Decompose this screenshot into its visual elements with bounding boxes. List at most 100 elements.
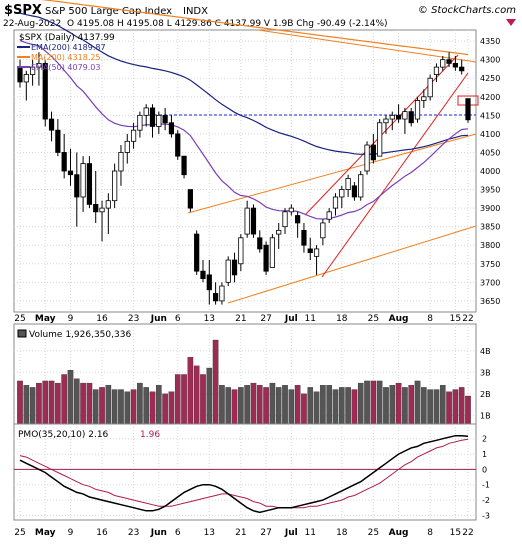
candle-up <box>358 174 364 198</box>
date-tick-label: 27 <box>260 528 271 538</box>
volume-bar <box>168 391 175 425</box>
date-tick-label: 27 <box>260 314 271 324</box>
date-tick-label: 9 <box>68 528 74 538</box>
date-axis-top: 25 May 9 16 23 Jun 6 13 21 27 Jul 11 18 25 Aug 8 15 22 <box>14 314 473 324</box>
volume-bars <box>17 339 471 425</box>
volume-bar <box>376 380 383 425</box>
pmo-tick-label: 0 <box>482 465 487 474</box>
volume-bar <box>351 389 358 425</box>
legend-ma200: MA(200) 4318.25 <box>31 53 101 62</box>
volume-bar <box>187 357 194 425</box>
volume-bar <box>301 393 307 425</box>
volume-bar <box>332 389 339 425</box>
candle-up <box>427 77 433 98</box>
candle-down <box>86 163 93 205</box>
candle-up <box>332 196 339 209</box>
candle-down <box>206 274 212 291</box>
volume-bar <box>250 382 257 425</box>
candle-down <box>42 62 48 120</box>
volume-bar <box>414 380 421 425</box>
date-tick-label: May <box>35 314 56 324</box>
candle-up <box>402 111 408 120</box>
channel-upper <box>187 133 477 214</box>
date-tick-label: 6 <box>175 528 181 538</box>
volume-bar <box>193 365 200 425</box>
candle-down <box>307 248 313 254</box>
price-tick-label: 3700 <box>480 278 500 287</box>
candle-down <box>263 244 269 272</box>
price-title: $SPX (Daily) 4137.99 <box>19 33 115 43</box>
price-legend: $SPX (Daily) 4137.99 EMA(200) 4189.87 MA… <box>17 33 115 72</box>
date-tick-label: 15 <box>450 528 461 538</box>
date-tick-label: 13 <box>204 314 215 324</box>
volume-bar <box>149 391 156 425</box>
candle-up <box>80 163 86 198</box>
volume-bar <box>231 389 238 425</box>
volume-bar <box>111 389 118 425</box>
candle-up <box>389 114 395 120</box>
volume-bar <box>389 385 396 425</box>
candle-down <box>67 170 74 176</box>
candle-down <box>351 185 358 198</box>
volume-bar <box>288 389 295 425</box>
price-tick-label: 3650 <box>480 297 500 306</box>
volume-bar <box>294 385 301 425</box>
candle-down <box>395 114 402 120</box>
volume-bar <box>402 387 408 425</box>
candle-up <box>244 207 250 235</box>
name-label: S&P 500 Large Cap Index <box>45 6 172 17</box>
volume-bar <box>238 387 244 425</box>
date-tick-label: 15 <box>450 314 461 324</box>
candle-down <box>17 66 23 83</box>
candle-down <box>301 229 307 246</box>
candle-up <box>105 200 111 209</box>
volume-bar <box>61 374 67 425</box>
price-tick-label: 4350 <box>480 37 500 46</box>
volume-bar <box>80 382 86 425</box>
volume-bar <box>124 391 131 425</box>
date-tick-label: 18 <box>336 528 348 538</box>
volume-bar <box>458 387 465 425</box>
date-axis-bottom: 25 May 9 16 23 Jun 6 13 21 27 Jul 11 18 25 Aug 8 15 22 <box>14 528 473 538</box>
channel-lower <box>227 225 477 304</box>
volume-bar <box>17 380 23 425</box>
price-tick-label: 4150 <box>480 111 500 120</box>
ema200-line <box>19 12 469 155</box>
volume-tick-label: 3B <box>480 368 491 377</box>
candle-up <box>282 211 288 228</box>
date-tick-label: 11 <box>305 314 316 324</box>
date-tick-label: 6 <box>175 314 181 324</box>
candle-down <box>459 66 465 72</box>
pmo-line <box>19 434 469 514</box>
pmo-tick-label: -2 <box>482 496 490 505</box>
date-tick-label: Aug <box>389 528 409 538</box>
candle-up <box>118 152 124 172</box>
candle-down <box>74 174 80 198</box>
candle-down <box>175 133 181 157</box>
volume-bar <box>130 389 137 425</box>
volume-bar <box>408 385 415 425</box>
candle-down <box>162 114 168 124</box>
date-tick-label: Jun <box>150 528 167 538</box>
date-tick-label: 21 <box>235 314 246 324</box>
candle-down <box>61 152 67 172</box>
candle-up <box>313 248 320 257</box>
candle-down <box>250 207 257 235</box>
date-tick-label: May <box>35 528 56 538</box>
volume-bar <box>23 385 30 425</box>
volume-bar <box>263 387 269 425</box>
volume-bar <box>452 389 459 425</box>
candle-down <box>93 203 99 213</box>
date-tick-label: 21 <box>235 528 246 538</box>
volume-tick-label: 4B <box>480 347 491 356</box>
volume-bar <box>256 385 263 425</box>
date-tick-label: 23 <box>128 528 139 538</box>
volume-bar <box>206 367 213 425</box>
volume-bar <box>225 387 232 425</box>
volume-bar <box>156 385 162 425</box>
date-tick-label: 22 <box>462 314 473 324</box>
volume-bar <box>137 382 143 425</box>
price-tick-label: 4200 <box>480 93 500 102</box>
candle-down <box>465 98 471 121</box>
candle-up <box>320 222 326 239</box>
